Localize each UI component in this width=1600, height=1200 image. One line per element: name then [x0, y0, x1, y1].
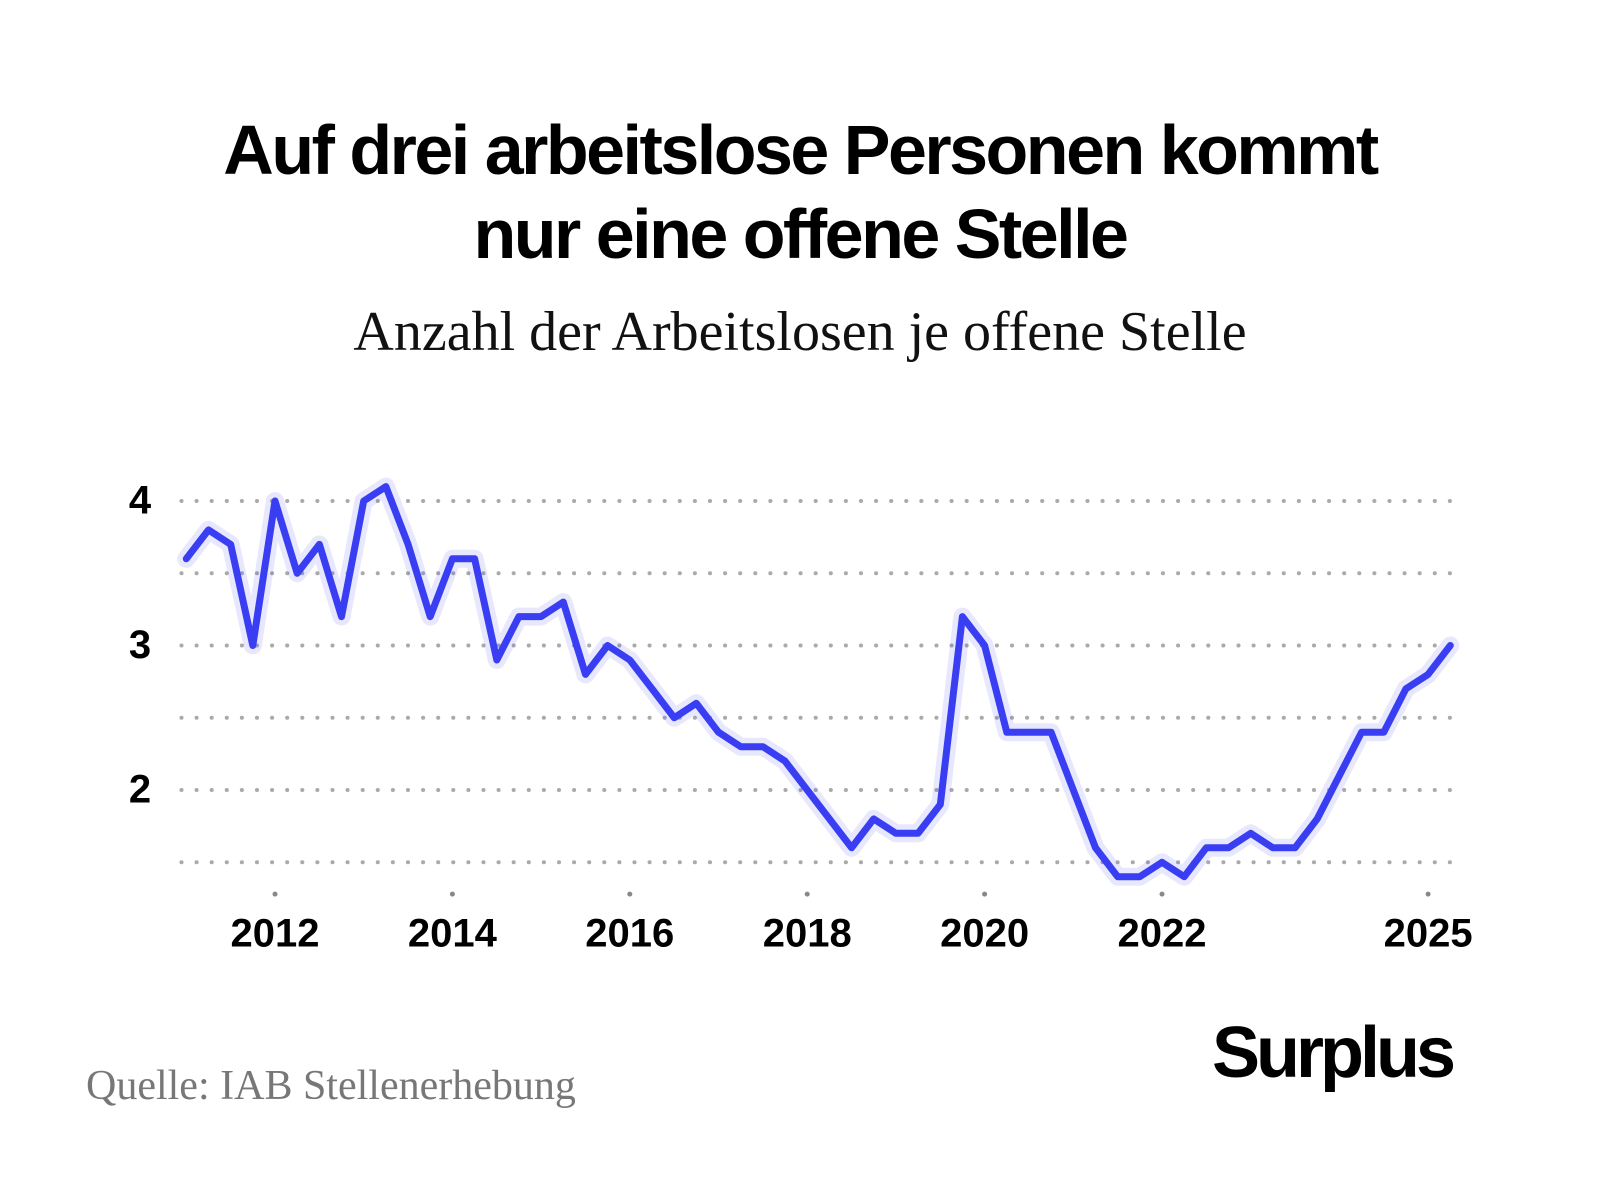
y-tick-label: 4 [129, 479, 152, 523]
x-tick-mark [804, 891, 810, 897]
x-tick-mark [1425, 891, 1431, 897]
line-shadow [177, 477, 1460, 886]
x-tick-mark [272, 891, 278, 897]
brand-logo: Surplus [1212, 1013, 1456, 1093]
data-line [182, 483, 1454, 881]
chart-subtitle: Anzahl der Arbeitslosen je offene Stelle [353, 301, 1247, 363]
x-tick-label: 2012 [231, 912, 320, 956]
source-note: Quelle: IAB Stellenerhebung [86, 1063, 576, 1109]
y-tick-label: 2 [129, 768, 151, 812]
x-tick-label: 2022 [1118, 912, 1207, 956]
chart-title: Auf drei arbeitslose Personen kommt nur … [223, 111, 1379, 273]
x-tick-label: 2018 [763, 912, 852, 956]
x-tick-mark [982, 891, 988, 897]
x-tick-mark [1159, 891, 1165, 897]
y-tick-label: 3 [129, 623, 151, 667]
x-tick-label: 2016 [585, 912, 674, 956]
x-tick-label: 2020 [940, 912, 1029, 956]
x-tick-mark [627, 891, 633, 897]
x-tick-label: 2014 [408, 912, 498, 956]
x-tick-mark [449, 891, 455, 897]
x-tick-label: 2025 [1384, 912, 1473, 956]
